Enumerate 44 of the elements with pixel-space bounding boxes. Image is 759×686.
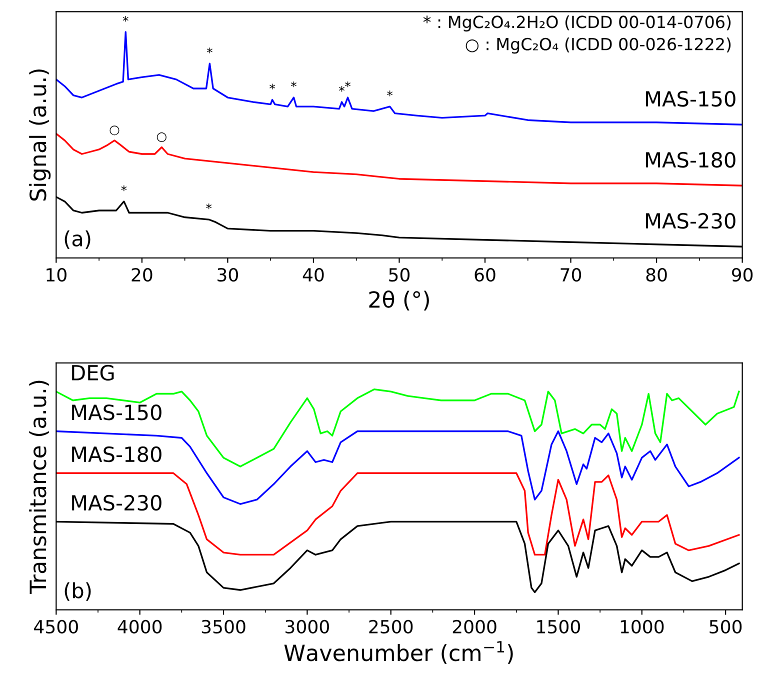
x-tick-label: 10 (46, 268, 66, 282)
x-tick-label: 4500 (34, 620, 78, 634)
x-tick-label: 3500 (202, 620, 246, 634)
x-tick-label: 80 (646, 268, 667, 282)
series-label: MAS-150 (646, 90, 736, 107)
series-label: MAS-230 (72, 494, 162, 511)
annotation: * (122, 16, 128, 22)
annotation: ○ : MgC₂O₄ (ICDD 00-026-1222) (466, 38, 731, 54)
x-tick-label: 90 (732, 268, 753, 282)
x-tick-label: 2000 (452, 620, 496, 634)
x-tick-label: 4000 (118, 620, 162, 634)
series-label: MAS-180 (72, 446, 162, 462)
annotation: * (121, 185, 127, 192)
x-tick-label: 3000 (286, 620, 329, 634)
x-tick-label: 20 (132, 268, 152, 282)
x-tick-label: 60 (474, 268, 496, 282)
text: * : MgC₂O₄.2H₂O (ICDD 00-014-0706) (423, 15, 731, 32)
x-tick-label: 50 (389, 268, 410, 282)
annotation: * (339, 86, 345, 92)
annotation: * (206, 48, 212, 54)
annotation: * (290, 81, 296, 88)
annotation: * (387, 90, 393, 96)
annotation: ○ (156, 132, 166, 142)
annotation: * (270, 84, 276, 90)
x-tick-label: 2500 (369, 620, 413, 634)
series-label: DEG (72, 364, 114, 381)
y-axis-title: Transmitance (a.u.) (29, 380, 49, 594)
y-axis-title: Signal (a.u.) (29, 69, 51, 201)
x-axis-title: Wavenumber (cm$^{−1}$) (284, 641, 513, 664)
annotation: * (206, 203, 212, 210)
x-tick-label: 30 (218, 268, 238, 282)
x-tick-label: 70 (560, 268, 582, 282)
annotation: * (345, 81, 351, 88)
series-label: MAS-180 (646, 152, 736, 168)
x-tick-label: 500 (710, 620, 742, 634)
x-axis-title: 2θ (°) (369, 290, 429, 311)
annotation: (a) (64, 230, 90, 249)
x-tick-label: 1500 (537, 620, 580, 634)
x-tick-label: 40 (302, 268, 324, 282)
x-tick-label: 1000 (620, 620, 664, 634)
series-label: MAS-230 (646, 212, 736, 229)
series-label: MAS-150 (72, 404, 162, 420)
annotation: (b) (64, 582, 91, 601)
annotation: ○ (110, 126, 120, 136)
